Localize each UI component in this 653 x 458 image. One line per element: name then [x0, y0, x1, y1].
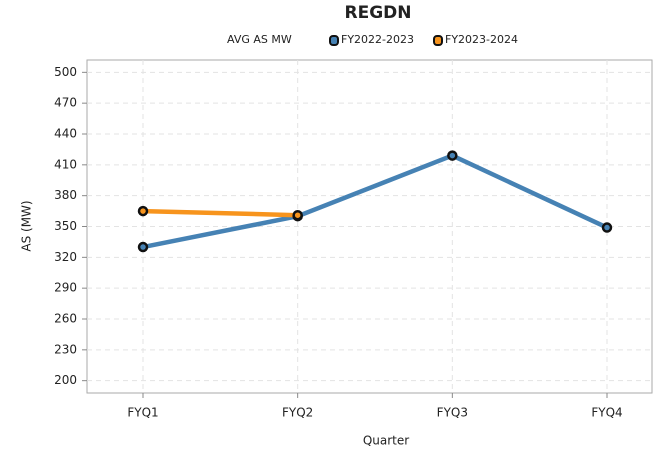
y-tick-label: 470 — [54, 96, 77, 110]
x-tick-label: FYQ1 — [127, 406, 158, 420]
x-tick-label: FYQ2 — [282, 406, 313, 420]
y-tick-label: 290 — [54, 281, 77, 295]
legend-swatch — [329, 35, 339, 46]
series-line — [142, 153, 608, 250]
point — [601, 222, 613, 233]
y-tick-label: 440 — [54, 127, 77, 141]
legend-label: FY2023-2024 — [445, 33, 518, 46]
point — [137, 205, 149, 217]
y-tick-label: 350 — [54, 219, 77, 233]
x-axis-label: Quarter — [363, 434, 409, 448]
legend-label: FY2022-2023 — [341, 33, 414, 46]
y-tick-label: 380 — [54, 188, 77, 202]
y-tick-label: 230 — [54, 342, 77, 356]
legend-swatch — [433, 35, 443, 46]
y-tick-label: 500 — [54, 65, 77, 79]
x-tick-label: FYQ4 — [591, 406, 622, 420]
y-tick-label: 410 — [54, 157, 77, 171]
chart-title: REGDN — [345, 3, 412, 23]
x-tick-label: FYQ3 — [437, 406, 468, 420]
point — [137, 241, 149, 253]
series-line — [142, 208, 298, 218]
point — [292, 209, 303, 221]
y-tick-label: 320 — [54, 250, 77, 264]
legend-title: AVG AS MW — [227, 33, 292, 46]
y-tick-label: 260 — [54, 312, 77, 326]
point — [447, 150, 458, 161]
y-tick-label: 200 — [54, 373, 77, 387]
y-axis-label: AS (MW) — [20, 200, 34, 251]
